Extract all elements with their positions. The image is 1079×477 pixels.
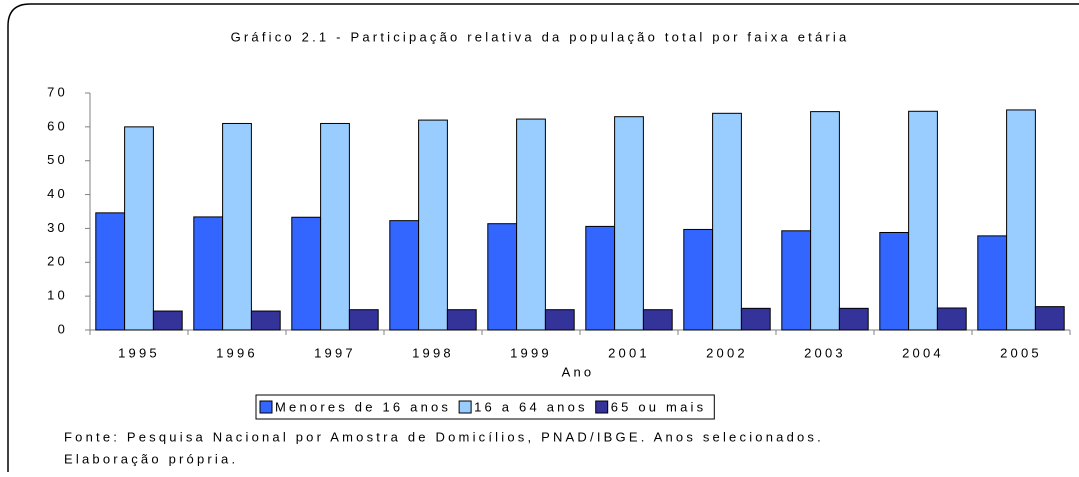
x-tick-label: 2004	[902, 345, 944, 360]
y-tick-label: 60	[47, 118, 68, 133]
y-tick-label: 30	[47, 220, 68, 235]
frame	[7, 3, 1079, 472]
legend-label: 65 ou mais	[611, 399, 707, 414]
bar	[193, 216, 224, 331]
legend-swatch	[595, 400, 609, 414]
bar	[977, 235, 1008, 331]
bar	[124, 126, 154, 331]
x-tick-label: 2002	[706, 345, 748, 360]
y-tick-label: 20	[47, 254, 68, 269]
x-axis-label: Ano	[562, 364, 595, 379]
bar	[712, 112, 742, 331]
x-tick-label: 1998	[412, 345, 454, 360]
x-tick-label: 2005	[1000, 345, 1042, 360]
bar	[614, 116, 644, 331]
bar	[1006, 109, 1036, 331]
bar	[348, 309, 379, 331]
y-tick-label: 40	[47, 186, 68, 201]
legend-label: Menores de 16 anos	[275, 399, 451, 414]
y-tick-label: 0	[58, 321, 68, 336]
x-tick-label: 1997	[314, 345, 356, 360]
bar	[544, 309, 575, 331]
bar	[320, 122, 350, 331]
bar	[781, 230, 812, 331]
legend-label: 16 a 64 anos	[474, 399, 588, 414]
bar	[810, 111, 840, 331]
bar	[291, 216, 322, 331]
bar	[222, 122, 252, 331]
legend-swatch	[259, 400, 273, 414]
source-note: Fonte: Pesquisa Nacional por Amostra de …	[64, 429, 824, 444]
x-tick-label: 2001	[608, 345, 650, 360]
bar	[642, 309, 673, 331]
y-tick-label: 50	[47, 152, 68, 167]
legend-swatch	[458, 400, 472, 414]
bar	[418, 119, 448, 331]
bar	[683, 228, 714, 331]
bar	[389, 220, 420, 331]
x-tick-label: 2003	[804, 345, 846, 360]
bar	[838, 307, 869, 331]
bar	[908, 110, 938, 331]
chart-title: Gráfico 2.1 - Participação relativa da p…	[231, 29, 850, 44]
bar	[250, 310, 281, 331]
x-tick-label: 1995	[118, 345, 160, 360]
x-tick-label: 1996	[216, 345, 258, 360]
bar	[879, 231, 910, 331]
y-tick-label: 70	[47, 84, 68, 99]
x-tick-label: 1999	[510, 345, 552, 360]
bar	[152, 310, 183, 331]
bar	[585, 225, 616, 331]
bar	[446, 309, 477, 331]
bar	[487, 223, 518, 331]
legend	[255, 394, 715, 420]
bar	[936, 307, 967, 331]
source-note: Elaboração própria.	[64, 451, 238, 466]
bar	[95, 212, 126, 331]
bar	[1034, 306, 1065, 331]
bar	[516, 118, 546, 331]
y-tick-label: 10	[47, 288, 68, 303]
bar	[740, 307, 771, 331]
